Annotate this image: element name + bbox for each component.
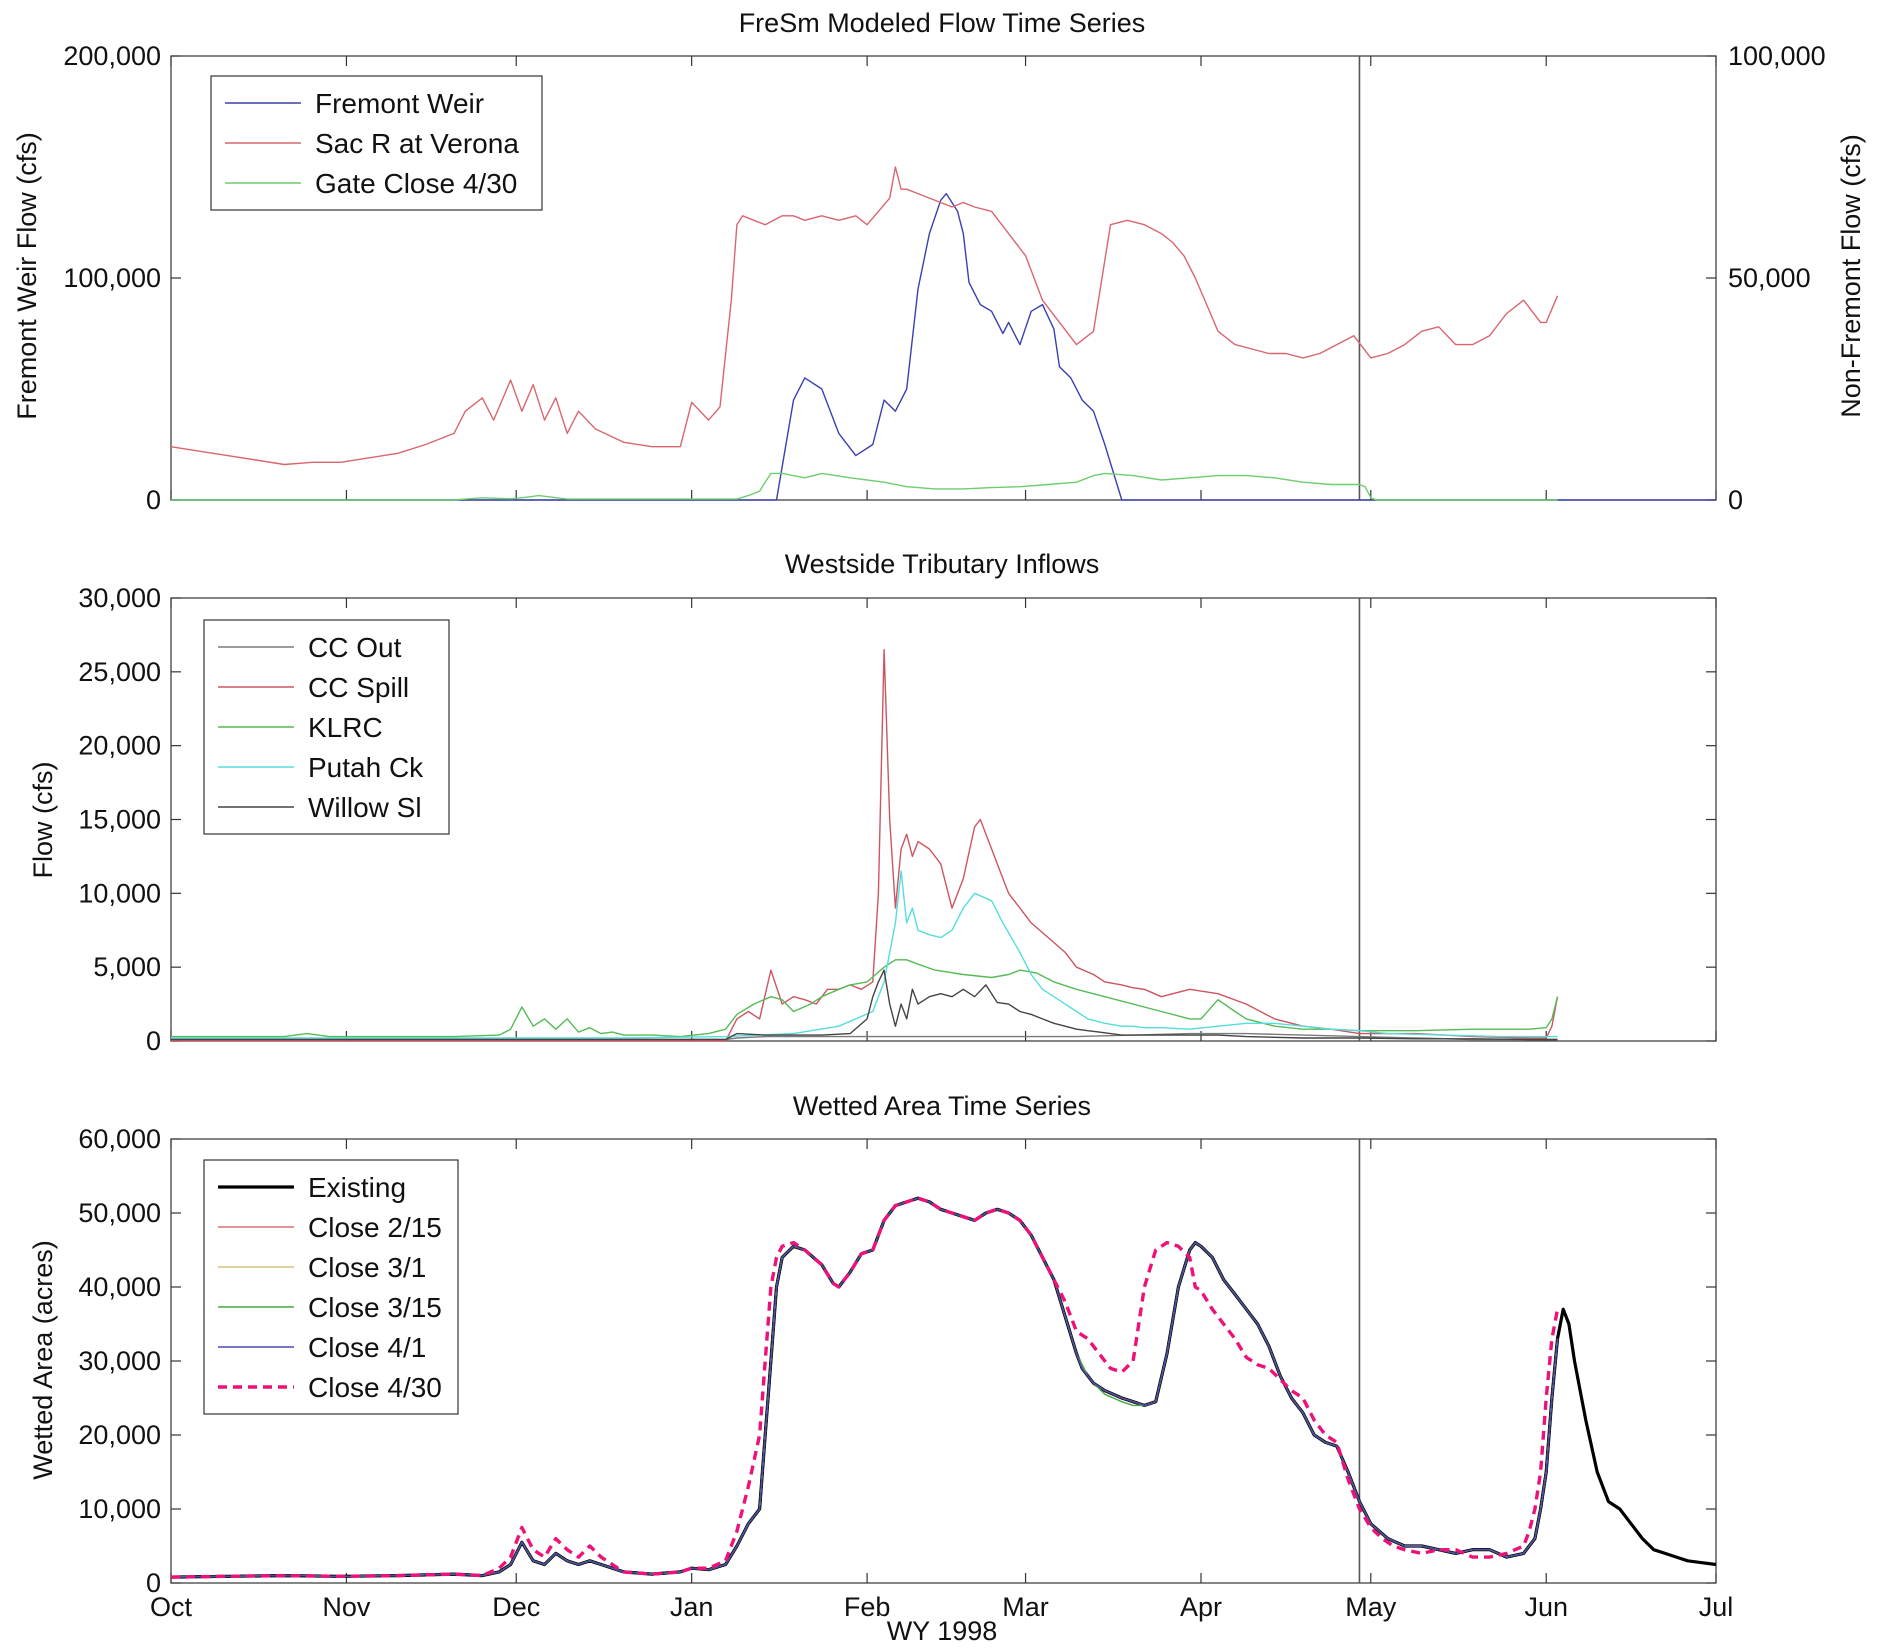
series-line-gate-close-4-30 — [171, 472, 1558, 501]
legend-label: Close 3/15 — [308, 1292, 442, 1323]
x-tick-label: Mar — [1002, 1592, 1049, 1622]
y-tick-label: 0 — [146, 1026, 161, 1056]
chart-marks: 0 100,000 200,000 0 50,000 100,000 Fremont Wei… — [63, 41, 1825, 1622]
panel-wetted-area: Wetted Area Time Series Wetted Area (acr… — [28, 1091, 1091, 1646]
x-tick-label: Jan — [670, 1592, 714, 1622]
y-tick-label: 5,000 — [93, 952, 161, 982]
legend-label: KLRC — [308, 712, 383, 743]
y-tick-label: 40,000 — [78, 1272, 161, 1302]
x-tick-label: Jul — [1699, 1592, 1734, 1622]
legend-label: Gate Close 4/30 — [315, 168, 517, 199]
y-tick-label: 0 — [146, 485, 161, 515]
x-tick-label: May — [1345, 1592, 1397, 1622]
chart-title: FreSm Modeled Flow Time Series — [739, 8, 1146, 38]
y-tick-label: 20,000 — [78, 1420, 161, 1450]
legend-label: CC Out — [308, 632, 402, 663]
y-axis-label: Fremont Weir Flow (cfs) — [12, 132, 42, 420]
y-tick-label-right: 50,000 — [1728, 263, 1811, 293]
legend-label: Sac R at Verona — [315, 128, 519, 159]
series-line-klrc — [171, 959, 1559, 1038]
legend-label: CC Spill — [308, 672, 409, 703]
y-axis-label: Wetted Area (acres) — [28, 1240, 58, 1480]
y-tick-label: 25,000 — [78, 657, 161, 687]
legend-label: Close 3/1 — [308, 1252, 426, 1283]
y-tick-label: 30,000 — [78, 583, 161, 613]
x-tick-label: Nov — [322, 1592, 371, 1622]
x-tick-label: Oct — [150, 1592, 193, 1622]
legend-label: Close 2/15 — [308, 1212, 442, 1243]
x-tick-label: Dec — [492, 1592, 540, 1622]
legend-box — [203, 1159, 459, 1415]
panel-westside-tributary: Westside Tributary Inflows Flow (cfs) — [28, 549, 1099, 879]
legend-label: Willow Sl — [308, 792, 422, 823]
x-tick-label: Apr — [1180, 1592, 1222, 1622]
y-tick-label: 15,000 — [78, 805, 161, 835]
series-line-close-4-30 — [170, 1196, 1560, 1579]
panel-fresm-flow: FreSm Modeled Flow Time Series Fremont W… — [12, 8, 1866, 420]
legend-label: Fremont Weir — [315, 88, 484, 119]
series-line-willow-sl — [171, 969, 1558, 1041]
y-tick-label: 60,000 — [78, 1124, 161, 1154]
legend-label: Putah Ck — [308, 752, 424, 783]
y-tick-label: 100,000 — [63, 263, 161, 293]
y-tick-label: 0 — [146, 1568, 161, 1598]
series-line-putah-ck — [171, 870, 1558, 1039]
series-line-fremont-weir — [171, 192, 1716, 501]
series-line-cc-out — [171, 1032, 1558, 1041]
y-tick-label: 30,000 — [78, 1346, 161, 1376]
legend-label: Close 4/30 — [308, 1372, 442, 1403]
y-tick-label: 10,000 — [78, 878, 161, 908]
legend-label: Close 4/1 — [308, 1332, 426, 1363]
series-line-cc-spill — [171, 649, 1559, 1042]
y-axis-label: Flow (cfs) — [28, 762, 58, 879]
x-tick-label: Jun — [1524, 1592, 1568, 1622]
x-axis-label: WY 1998 — [887, 1616, 998, 1646]
y-tick-label: 10,000 — [78, 1494, 161, 1524]
series-line-sac-r-at-verona — [170, 166, 1559, 466]
y-axis-label-right: Non-Fremont Flow (cfs) — [1836, 134, 1866, 418]
y-tick-label: 50,000 — [78, 1198, 161, 1228]
y-tick-label: 20,000 — [78, 731, 161, 761]
legend-label: Existing — [308, 1172, 406, 1203]
y-tick-label-right: 0 — [1728, 485, 1743, 515]
y-tick-label-right: 100,000 — [1728, 41, 1826, 71]
x-tick-label: Feb — [844, 1592, 891, 1622]
chart-title: Westside Tributary Inflows — [785, 549, 1100, 579]
chart-title: Wetted Area Time Series — [793, 1091, 1091, 1121]
y-tick-label: 200,000 — [63, 41, 161, 71]
